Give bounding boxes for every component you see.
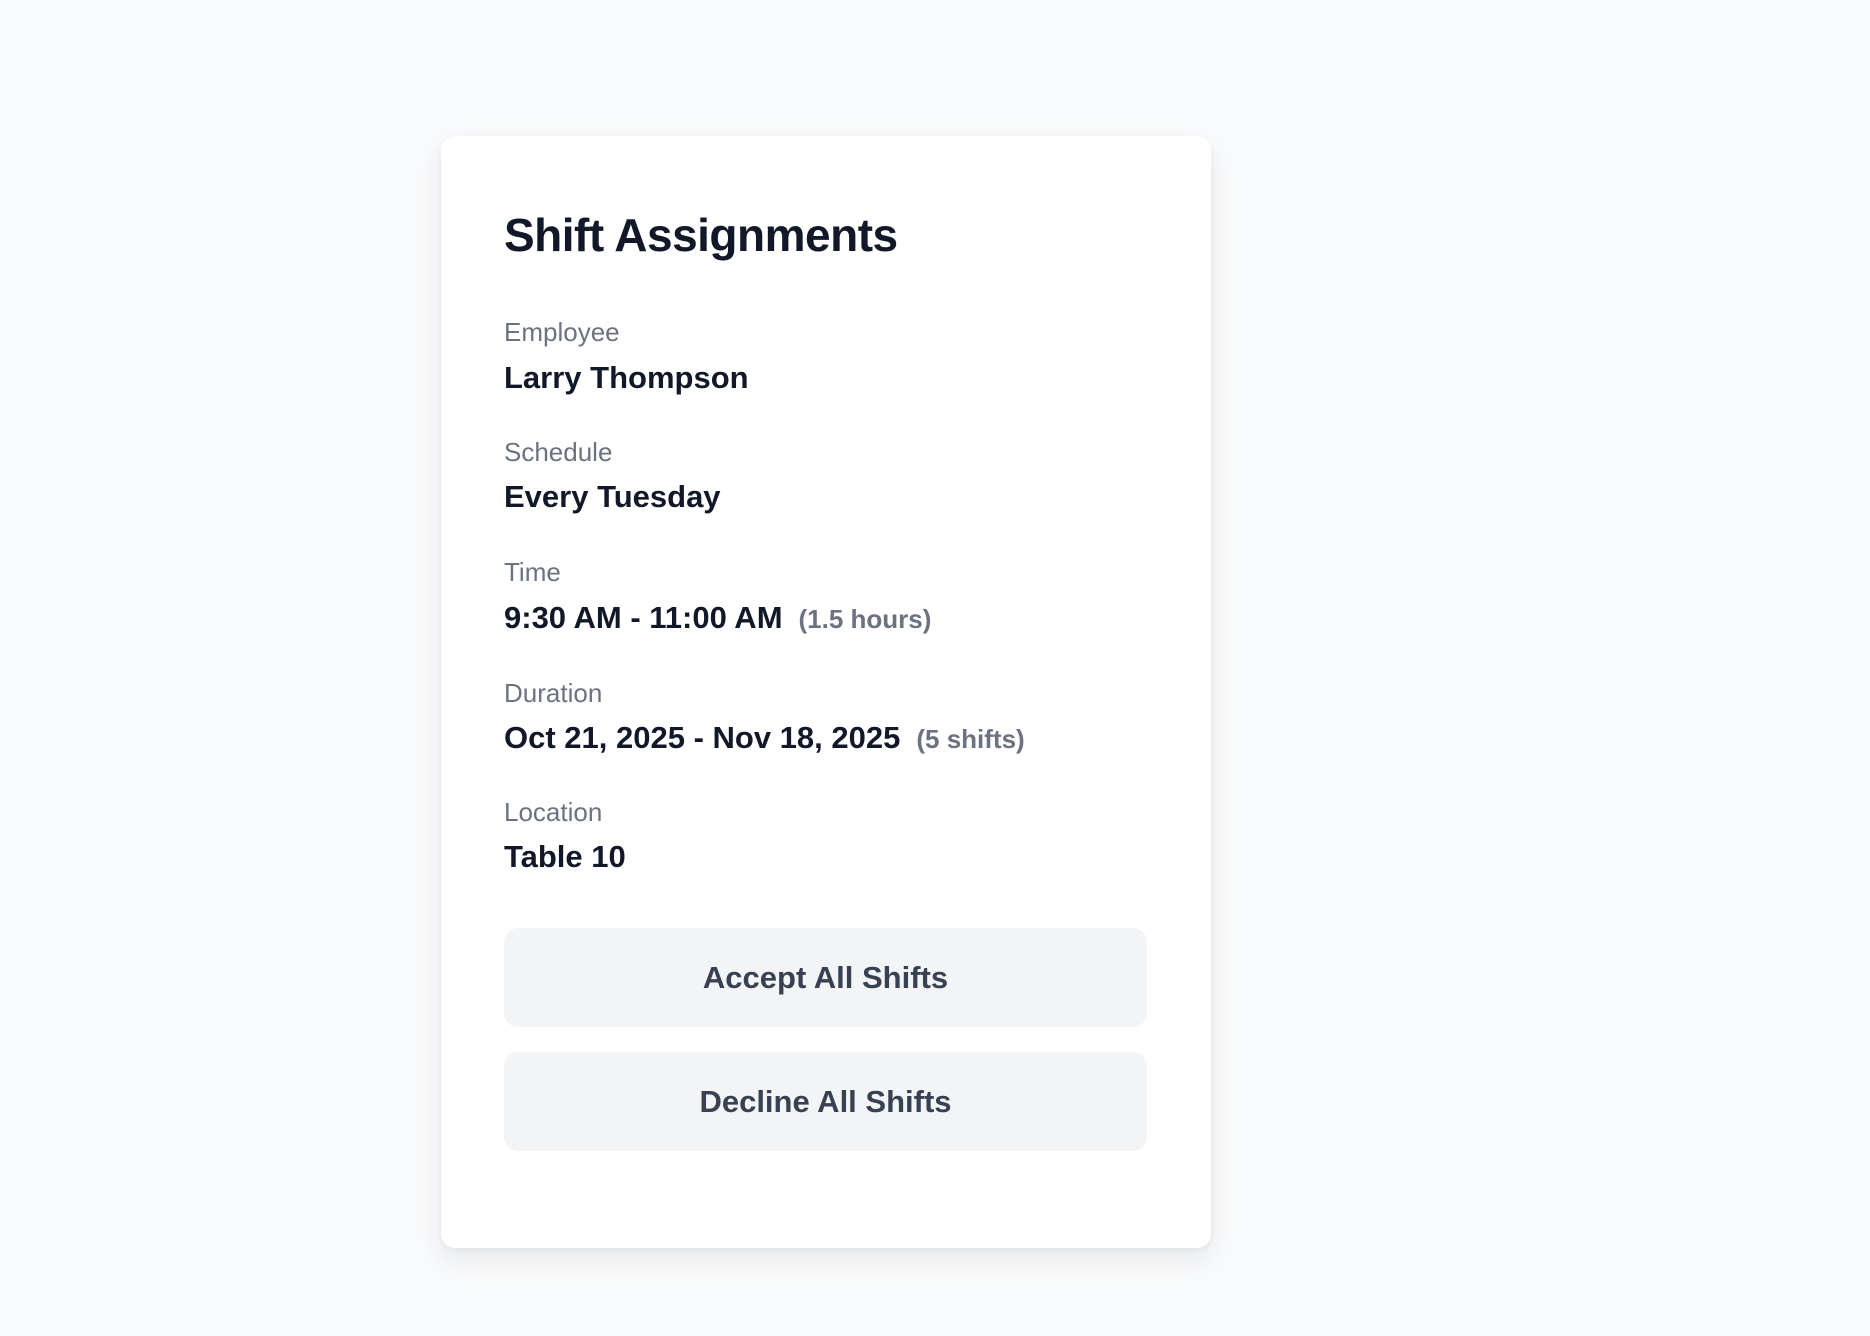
- time-label: Time: [504, 557, 561, 587]
- location-label: Location: [504, 797, 603, 827]
- duration-label: Duration: [504, 678, 603, 708]
- time-value: 9:30 AM - 11:00 AM: [504, 600, 783, 635]
- card-title: Shift Assignments: [504, 209, 898, 261]
- duration-value: Oct 21, 2025 - Nov 18, 2025: [504, 720, 901, 755]
- duration-row: Oct 21, 2025 - Nov 18, 2025 (5 shifts): [504, 722, 1025, 753]
- shift-assignments-card: Shift Assignments Employee Larry Thompso…: [441, 136, 1211, 1248]
- duration-shifts-note: (5 shifts): [916, 724, 1025, 754]
- time-row: 9:30 AM - 11:00 AM (1.5 hours): [504, 602, 931, 633]
- employee-value: Larry Thompson: [504, 360, 749, 395]
- time-hours-note: (1.5 hours): [798, 604, 932, 634]
- decline-all-shifts-button[interactable]: Decline All Shifts: [504, 1052, 1147, 1151]
- schedule-value: Every Tuesday: [504, 479, 721, 514]
- location-value: Table 10: [504, 839, 626, 874]
- schedule-label: Schedule: [504, 437, 613, 467]
- employee-label: Employee: [504, 317, 620, 347]
- accept-all-shifts-button[interactable]: Accept All Shifts: [504, 928, 1147, 1027]
